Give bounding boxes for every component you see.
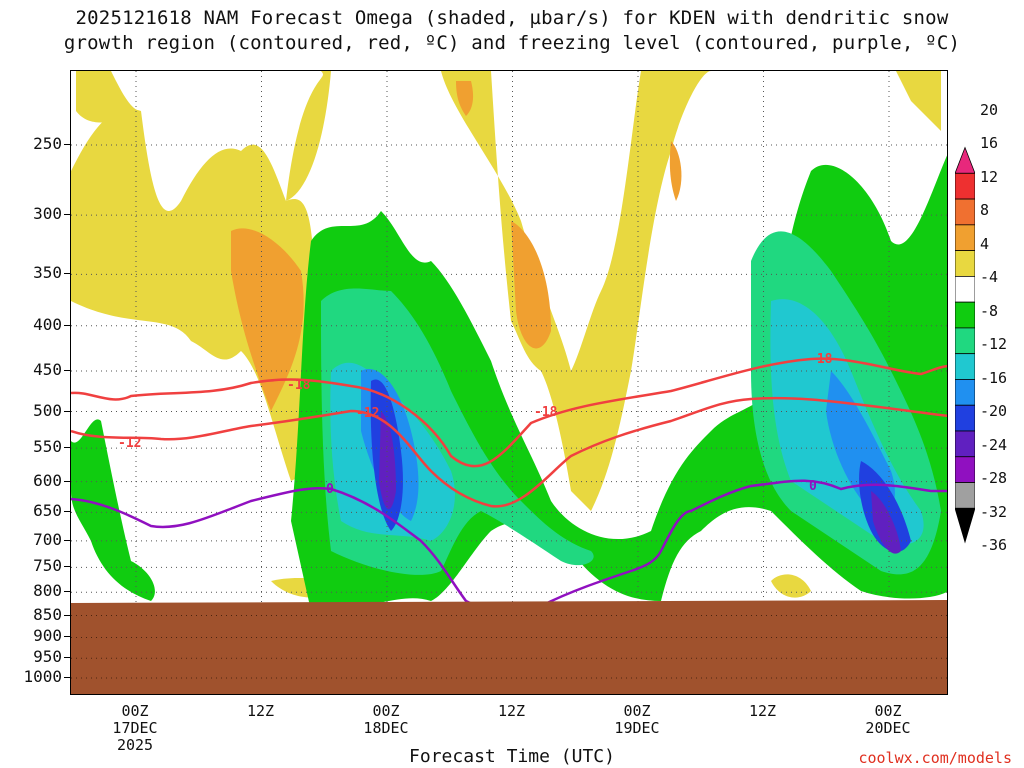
contour-label: -12	[118, 436, 141, 451]
x-tick-label: 12Z	[748, 702, 777, 720]
y-tick-label: 400	[33, 314, 62, 334]
x-axis-title: Forecast Time (UTC)	[409, 746, 615, 767]
y-tick-label: 600	[33, 470, 62, 490]
contour-labels: -18 -18 -18 -12 -12 0 0	[118, 352, 833, 497]
colorbar-label: 12	[980, 167, 999, 186]
y-tick-mark	[64, 636, 70, 638]
chart-title: 2025121618 NAM Forecast Omega (shaded, µ…	[0, 6, 1024, 56]
title-line-1: 2025121618 NAM Forecast Omega (shaded, µ…	[75, 7, 949, 29]
title-line-2: growth region (contoured, red, ºC) and f…	[63, 32, 961, 54]
colorbar-label: -36	[980, 536, 1008, 554]
colorbar-swatch	[955, 198, 975, 226]
colorbar-swatch	[955, 379, 975, 406]
y-tick-label: 800	[33, 581, 62, 601]
colorbar-label: 16	[980, 134, 999, 152]
contour-minus18	[71, 357, 947, 468]
colorbar-label: -24	[980, 435, 1008, 454]
colorbar-label: 8	[980, 201, 990, 219]
strong-positive-omega	[231, 81, 682, 411]
contour-zero	[71, 479, 947, 608]
colorbar-label: -12	[980, 335, 1008, 353]
y-tick-mark	[64, 591, 70, 593]
x-tick-label: 12Z	[497, 702, 526, 720]
y-tick-mark	[64, 410, 70, 412]
colorbar-label: -32	[980, 502, 1008, 521]
terrain-underground	[71, 603, 947, 694]
colorbar-swatch	[955, 276, 975, 303]
contour-minus12	[71, 396, 947, 508]
colorbar-label: 4	[980, 234, 990, 253]
y-tick-label: 750	[33, 556, 62, 576]
contour-lines	[71, 357, 947, 608]
contour-label: -18	[534, 405, 558, 420]
x-tick-label: 00Z 18DEC	[363, 702, 409, 737]
y-tick-label: 1000	[23, 667, 62, 686]
colorbar-bottom-arrow	[955, 507, 975, 544]
y-tick-label: 700	[33, 529, 62, 549]
y-tick-mark	[64, 539, 70, 541]
colorbar-swatch	[955, 430, 975, 458]
colorbar-swatch	[955, 456, 975, 483]
colorbar-swatch	[955, 482, 975, 509]
y-tick-label: 250	[33, 134, 62, 153]
x-tick-label: 00Z 20DEC	[865, 702, 911, 737]
y-tick-label: 650	[33, 501, 62, 521]
colorbar-swatch	[955, 224, 975, 251]
colorbar-swatch	[955, 172, 975, 200]
y-tick-label: 550	[33, 437, 62, 457]
y-tick-mark	[64, 566, 70, 568]
y-tick-mark	[64, 677, 70, 678]
colorbar	[955, 146, 975, 544]
y-tick-label: 950	[33, 647, 62, 667]
y-tick-mark	[64, 480, 70, 482]
contour-label: -18	[287, 378, 311, 393]
y-tick-label: 300	[33, 204, 62, 224]
y-tick-label: 350	[33, 263, 62, 283]
y-tick-label: 450	[33, 359, 62, 379]
y-tick-mark	[64, 273, 70, 275]
y-tick-mark	[64, 614, 70, 616]
y-tick-label: 900	[33, 626, 62, 646]
colorbar-label: -4	[980, 268, 999, 286]
colorbar-swatch	[955, 327, 975, 355]
credit-link[interactable]: coolwx.com/models	[858, 749, 1012, 767]
colorbar-label: -20	[980, 402, 1008, 420]
terrain-top	[71, 600, 947, 609]
colorbar-swatch	[955, 301, 975, 329]
plot-area: -18 -18 -18 -12 -12 0 0	[70, 70, 948, 695]
colorbar-top-arrow	[955, 146, 975, 174]
x-tick-label: 00Z 17DEC 2025	[112, 702, 158, 754]
x-tick-label: 12Z	[246, 702, 275, 720]
colorbar-label: -28	[980, 469, 1008, 487]
colorbar-label: 20	[980, 100, 999, 119]
y-tick-mark	[64, 144, 70, 145]
colorbar-swatch	[955, 404, 975, 432]
contour-label: 0	[326, 482, 334, 497]
colorbar-label: -16	[980, 368, 1008, 387]
y-tick-label: 850	[33, 604, 62, 624]
colorbar-label: -8	[980, 301, 999, 320]
contour-label: 0	[809, 479, 817, 494]
contour-label: -12	[356, 406, 379, 421]
y-tick-mark	[64, 657, 70, 659]
y-tick-mark	[64, 324, 70, 326]
grid	[71, 71, 947, 694]
y-tick-mark	[64, 214, 70, 216]
y-tick-label: 500	[33, 400, 62, 420]
x-tick-label: 00Z 19DEC	[614, 702, 660, 737]
colorbar-swatch	[955, 353, 975, 380]
colorbar-swatch	[955, 250, 975, 277]
negative-omega-regions	[71, 155, 947, 611]
y-tick-mark	[64, 511, 70, 513]
contour-label: -18	[809, 352, 833, 367]
y-tick-mark	[64, 369, 70, 371]
omega-heatmap: -18 -18 -18 -12 -12 0 0	[71, 71, 947, 694]
y-tick-mark	[64, 447, 70, 449]
